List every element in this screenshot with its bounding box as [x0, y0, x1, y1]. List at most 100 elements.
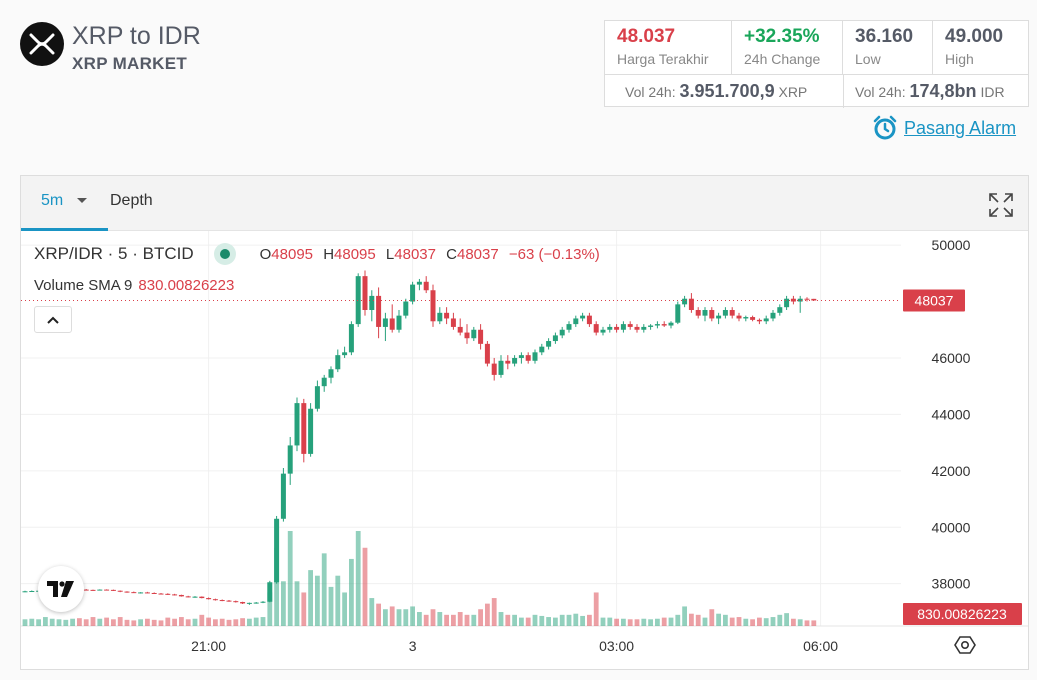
- candle-body: [695, 310, 701, 316]
- y-tick-label: 38000: [932, 576, 971, 592]
- volume-tag: [903, 603, 1022, 625]
- stat-low: 36.160 Low: [843, 21, 933, 75]
- market-stats: 48.037 Harga Terakhir +32.35% 24h Change…: [604, 20, 1029, 108]
- volume-bar: [185, 619, 191, 626]
- last-price-label: 48037: [915, 292, 954, 308]
- candle-body: [559, 329, 565, 336]
- candle-body: [777, 307, 783, 313]
- candle-body: [246, 602, 252, 604]
- volume-value-label: 830.00826223: [917, 606, 1007, 622]
- candle-body: [287, 445, 293, 474]
- volume-bar: [743, 618, 749, 626]
- tab-5m[interactable]: 5m: [41, 192, 88, 210]
- candle-body: [478, 329, 484, 344]
- candlestick-chart[interactable]: 50000 46000 44000 42000 40000 38000 48037 830.0…: [21, 231, 1028, 669]
- volume-bar: [804, 620, 810, 626]
- candle-body: [280, 473, 286, 519]
- volume-bar: [219, 618, 225, 626]
- candle-body: [396, 315, 402, 330]
- ohlc-values: O48095 H48095 L48037 C48037 −63 (−0.13%): [259, 245, 600, 263]
- volume-bar: [328, 586, 334, 626]
- set-alarm-link[interactable]: Pasang Alarm: [872, 115, 1016, 141]
- fullscreen-button[interactable]: [988, 192, 1014, 223]
- candle-body: [682, 298, 688, 305]
- volume-bar: [253, 617, 259, 626]
- volume-bar: [36, 619, 41, 626]
- candle-body: [274, 518, 280, 583]
- candle-body: [566, 324, 572, 330]
- last-price-tag: [903, 289, 965, 312]
- candle-body: [260, 601, 266, 603]
- candle-body: [532, 352, 538, 361]
- candle-body: [512, 357, 518, 364]
- volume-bar: [240, 618, 245, 626]
- volume-bar: [512, 614, 517, 626]
- chart-settings-button[interactable]: [954, 634, 976, 661]
- candle-body: [172, 594, 178, 596]
- candle-body: [716, 315, 722, 319]
- volume-bar: [206, 617, 211, 626]
- candle-body: [178, 594, 184, 597]
- volume-bar: [498, 612, 504, 626]
- price-chart-panel: 5m Depth 50000 46000 44000 42000 40000 38000 4…: [20, 175, 1029, 670]
- candle-body: [308, 408, 314, 454]
- candle-body: [457, 326, 463, 333]
- candle-body: [491, 363, 497, 375]
- volume-bar: [267, 592, 273, 626]
- volume-bar: [301, 592, 307, 626]
- candle-body: [348, 324, 354, 353]
- volume-bar: [417, 612, 422, 626]
- y-tick-label: 42000: [932, 463, 971, 479]
- collapse-legend-button[interactable]: [34, 306, 72, 333]
- candle-body: [403, 301, 409, 316]
- candle-body: [593, 324, 599, 333]
- chevron-down-icon: [76, 198, 87, 203]
- x-tick-label: 21:00: [191, 638, 226, 654]
- volume-bar: [464, 614, 470, 626]
- volume-bar: [723, 614, 728, 626]
- candle-body: [416, 281, 422, 285]
- volume-bar: [389, 606, 395, 626]
- volume-bar: [172, 618, 177, 626]
- candle-body: [253, 602, 259, 604]
- candle-body: [233, 601, 239, 603]
- candle-body: [627, 324, 633, 327]
- volume-bar: [729, 617, 735, 626]
- expand-icon: [989, 193, 1013, 217]
- candle-body: [709, 310, 715, 319]
- volume-bar: [247, 618, 252, 626]
- candle-body: [539, 346, 545, 353]
- page-title: XRP to IDR: [72, 22, 201, 50]
- stat-last-price: 48.037 Harga Terakhir: [605, 21, 732, 75]
- volume-bar: [165, 617, 171, 626]
- volume-bar: [553, 617, 558, 626]
- volume-bar: [226, 619, 232, 626]
- volume-bar: [83, 619, 89, 626]
- volume-bar: [70, 618, 75, 626]
- volume-bar: [151, 619, 157, 626]
- candle-body: [294, 403, 300, 446]
- candle-body: [369, 295, 375, 310]
- candle-body: [124, 591, 130, 593]
- volume-bar: [689, 613, 694, 626]
- candle-body: [29, 591, 35, 593]
- volume-bar: [559, 614, 565, 626]
- volume-bar: [648, 619, 653, 626]
- volume-bar: [797, 619, 803, 626]
- volume-bar: [675, 614, 681, 626]
- volume-bar: [63, 619, 69, 626]
- y-tick-label: 40000: [932, 519, 971, 535]
- tradingview-logo-icon[interactable]: [38, 566, 84, 612]
- volume-bar: [621, 618, 626, 626]
- tab-depth[interactable]: Depth: [110, 192, 153, 209]
- volume-bar: [485, 603, 490, 626]
- volume-bar: [716, 613, 721, 626]
- candle-body: [335, 355, 341, 370]
- candle-body: [165, 593, 171, 595]
- volume-bar: [199, 614, 205, 626]
- candle-body: [342, 352, 348, 356]
- candle-body: [376, 295, 382, 327]
- volume-bar: [444, 614, 449, 626]
- volume-bar: [580, 615, 585, 626]
- candle-body: [83, 589, 89, 591]
